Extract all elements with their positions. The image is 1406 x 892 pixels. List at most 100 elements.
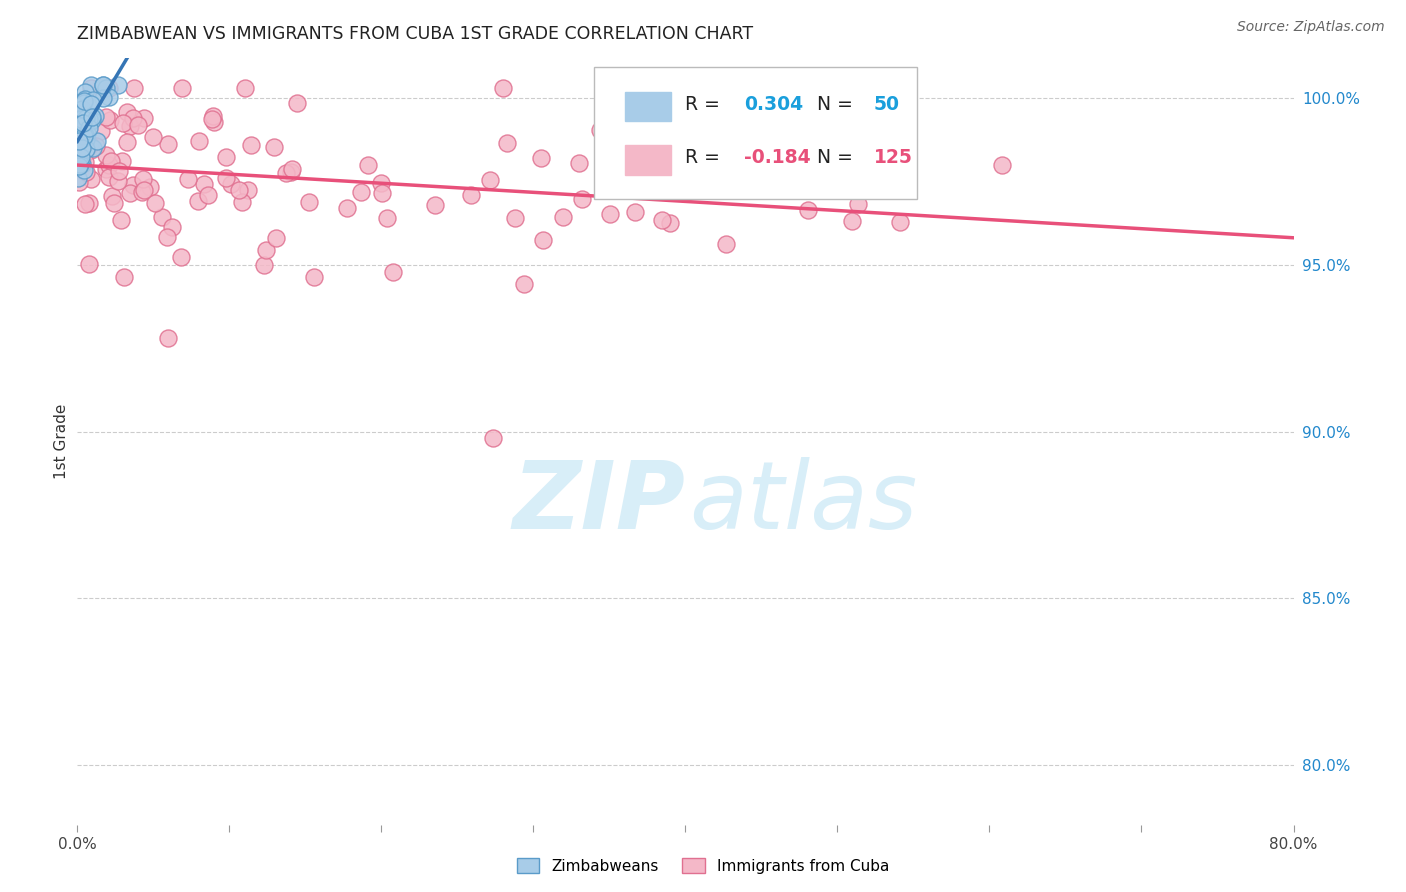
Point [69,111,91,125]
Point [132,183,155,197]
Text: N =: N = [804,148,859,167]
Point [714,236,737,251]
FancyBboxPatch shape [595,67,917,199]
Point [72,153,94,168]
Point [96,162,118,177]
Point [796,202,818,217]
Point [69,146,91,161]
Point [72,103,94,117]
Point [357,158,380,172]
Point [492,81,515,95]
Point [72,156,94,170]
Point [73,129,96,144]
Point [84,139,107,153]
Point [128,118,150,132]
Text: ZIMBABWEAN VS IMMIGRANTS FROM CUBA 1ST GRADE CORRELATION CHART: ZIMBABWEAN VS IMMIGRANTS FROM CUBA 1ST G… [77,25,754,43]
Point [160,220,183,235]
Point [82,113,104,128]
Point [889,215,911,229]
Point [371,186,394,201]
Point [571,192,593,206]
Point [69,129,91,144]
Point [72,116,94,130]
Point [336,202,359,216]
Point [90,81,112,95]
Point [478,173,501,187]
Point [201,112,224,126]
Point [108,164,131,178]
Point [103,196,125,211]
Point [75,145,97,159]
Point [94,110,117,124]
Point [69,163,91,178]
Point [91,91,114,105]
Point [94,147,117,161]
Bar [624,92,671,121]
Point [70,112,93,127]
Point [115,135,138,149]
Point [73,128,96,142]
Point [202,109,225,123]
Point [121,178,143,193]
Point [157,136,180,151]
Point [991,158,1014,172]
Point [846,197,869,211]
Point [91,78,114,92]
Point [513,277,536,291]
Text: R =: R = [686,148,727,167]
Point [67,132,90,146]
Point [94,81,117,95]
Point [73,163,96,178]
Point [77,196,100,211]
Point [67,114,90,128]
Point [67,171,90,186]
Point [80,81,103,95]
Point [69,135,91,149]
Point [73,110,96,124]
Point [132,112,155,126]
Text: N =: N = [804,95,859,113]
Point [82,93,104,107]
Point [79,138,101,153]
Point [82,141,104,155]
Point [70,136,93,151]
Point [67,124,90,138]
Point [73,95,96,110]
Point [76,126,98,140]
Point [263,140,285,154]
Point [70,141,93,155]
Point [69,150,91,164]
Point [107,174,129,188]
Point [77,112,100,126]
Point [67,159,90,173]
Point [496,136,519,150]
Point [529,151,551,165]
Point [643,98,665,112]
Point [80,78,103,92]
Point [69,156,91,170]
Point [97,81,120,95]
Point [280,165,302,179]
Point [285,96,308,111]
Point [80,143,103,157]
Text: 50: 50 [875,95,900,113]
Point [143,196,166,211]
Point [254,244,277,258]
Point [67,175,90,189]
Point [73,85,96,99]
Point [100,189,122,203]
Point [193,177,215,191]
Point [69,103,91,118]
Point [70,133,93,147]
Point [98,90,121,104]
Point [188,134,211,148]
Text: Source: ZipAtlas.com: Source: ZipAtlas.com [1237,20,1385,34]
Point [67,136,90,150]
Point [75,92,97,106]
Point [66,103,89,118]
Text: ZIP: ZIP [513,457,686,549]
Point [73,95,96,109]
Point [503,211,526,225]
Point [276,166,298,180]
Point [111,116,134,130]
